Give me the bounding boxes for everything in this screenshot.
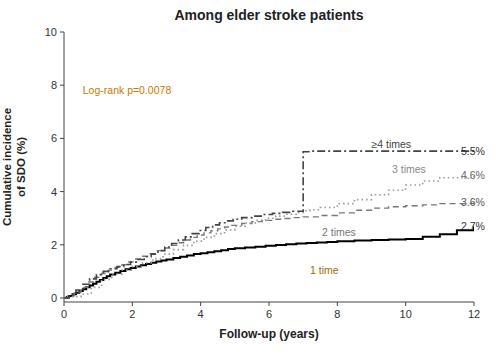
x-tick-label: 0 — [61, 308, 67, 320]
y-tick-label: 0 — [51, 292, 57, 304]
step-line — [64, 176, 474, 298]
y-tick-label: 2 — [51, 239, 57, 251]
y-tick — [60, 244, 64, 245]
y-axis-label-line: of SDO (%) — [15, 137, 27, 197]
x-tick-label: 6 — [266, 308, 272, 320]
annotation: 3 times — [392, 163, 426, 175]
x-tick — [64, 302, 65, 306]
annotation: 5.5% — [461, 145, 485, 157]
x-tick — [200, 302, 201, 306]
x-tick-label: 8 — [334, 308, 340, 320]
annotation: 4.6% — [461, 169, 485, 181]
y-tick — [60, 32, 64, 33]
annotation: 1 time — [310, 264, 339, 276]
x-tick-label: 4 — [198, 308, 204, 320]
x-axis-label: Follow-up (years) — [219, 327, 318, 341]
y-tick — [60, 85, 64, 86]
y-axis-label: Cumulative incidenceof SDO (%) — [1, 108, 27, 226]
x-tick-label: 10 — [400, 308, 412, 320]
x-tick — [132, 302, 133, 306]
y-tick — [60, 191, 64, 192]
annotation: 2 times — [322, 226, 356, 238]
x-tick — [474, 302, 475, 306]
step-line — [64, 151, 474, 298]
y-axis-label-line: Cumulative incidence — [1, 108, 13, 226]
x-tick — [337, 302, 338, 306]
y-tick-label: 6 — [51, 132, 57, 144]
title: Among elder stroke patients — [174, 7, 363, 23]
step-line — [64, 226, 474, 298]
x-tick-label: 2 — [129, 308, 135, 320]
x-tick-label: 12 — [468, 308, 480, 320]
chart: Among elder stroke patients 0 2 4 6 8 10 12 0 2 4 6… — [0, 0, 501, 353]
y-tick-label: 10 — [45, 26, 57, 38]
annotation: ≥4 times — [372, 138, 412, 150]
x-tick — [405, 302, 406, 306]
annotation: 3.6% — [461, 196, 485, 208]
y-tick-label: 4 — [51, 186, 57, 198]
annotation: Log-rank p=0.0078 — [83, 84, 172, 96]
x-tick — [269, 302, 270, 306]
plot-area — [64, 151, 474, 298]
y-axis — [64, 32, 65, 302]
step-line — [64, 202, 474, 298]
y-tick-label: 8 — [51, 79, 57, 91]
y-tick — [60, 298, 64, 299]
annotation: 2.7% — [461, 220, 485, 232]
y-tick — [60, 138, 64, 139]
